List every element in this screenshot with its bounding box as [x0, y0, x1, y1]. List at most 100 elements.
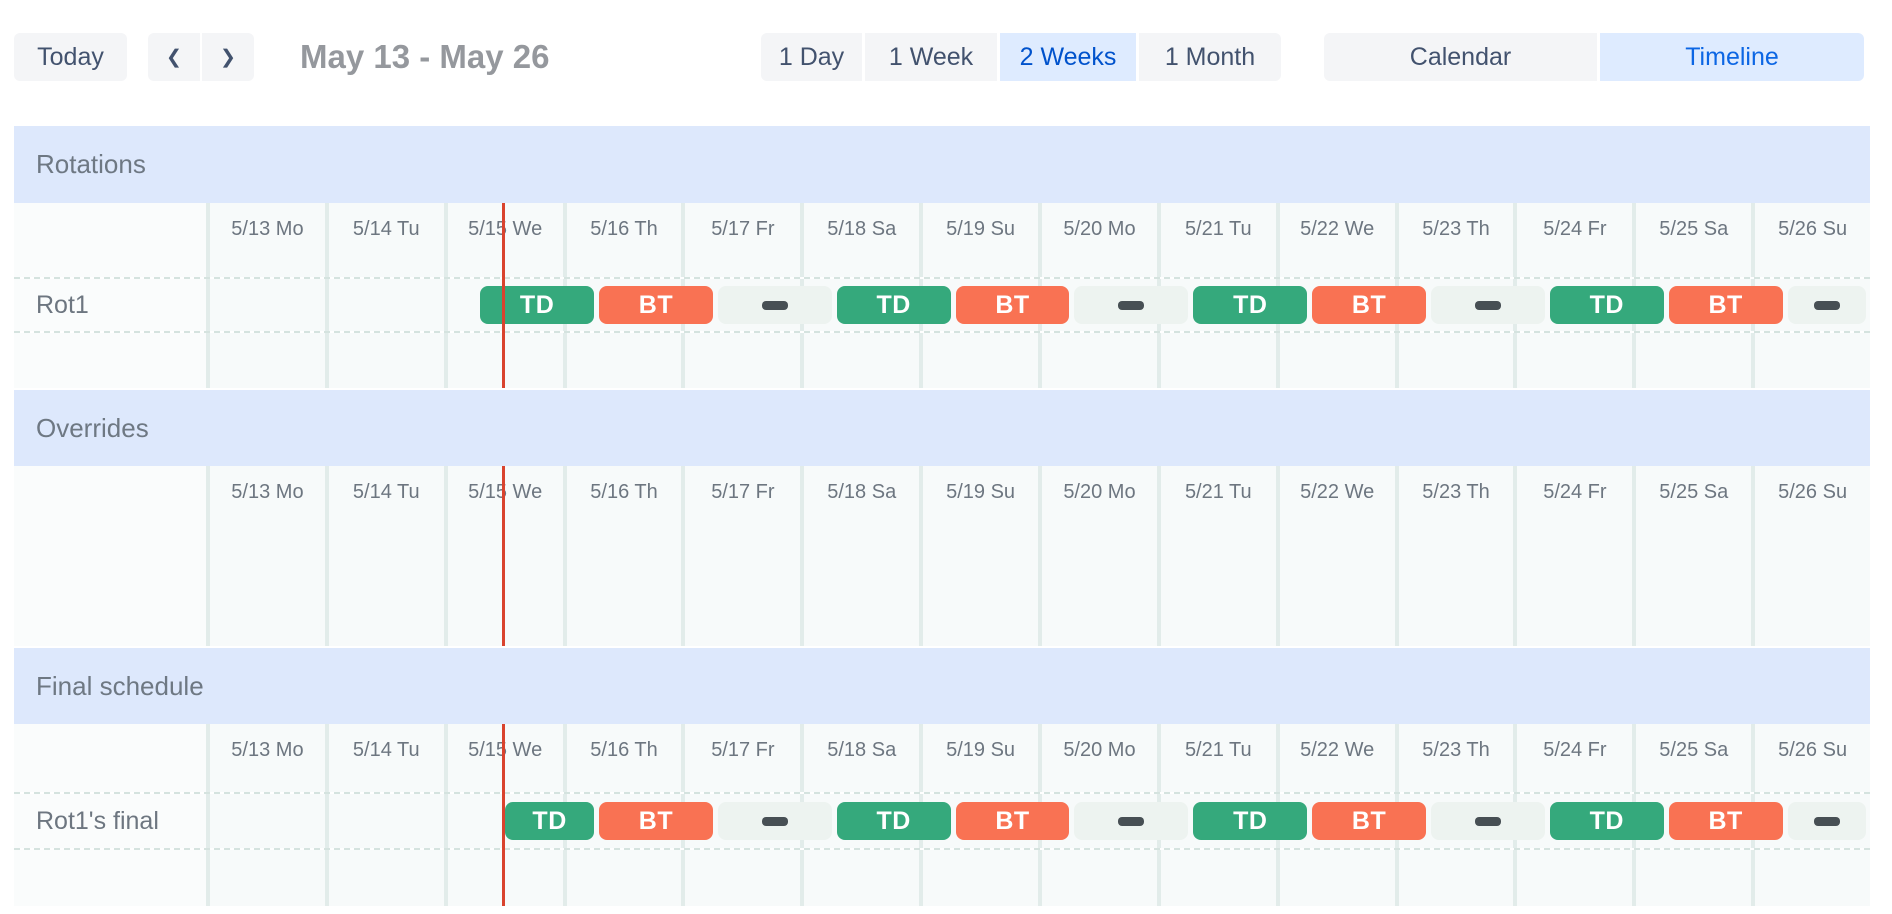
shift-block-td[interactable]: TD — [480, 286, 595, 324]
shift-block-bt[interactable]: BT — [1668, 802, 1783, 840]
section-header-rotations: Rotations — [14, 126, 1870, 203]
day-cell: 5/20 Mo — [1038, 203, 1157, 277]
shift-block-bt[interactable]: BT — [599, 286, 713, 324]
no-oncall-dash-icon — [761, 300, 788, 310]
gap-marker[interactable] — [1431, 286, 1545, 324]
day-label: 5/18 Sa — [827, 739, 897, 761]
day-cell: 5/16 Th — [562, 203, 682, 277]
day-label: 5/16 Th — [590, 739, 658, 761]
day-cell — [919, 333, 1039, 388]
no-oncall-dash-icon — [1813, 816, 1840, 826]
row-label-cell: Rot1 — [14, 279, 206, 331]
day-cell: 5/18 Sa — [800, 203, 920, 277]
day-label: 5/25 Sa — [1659, 739, 1729, 761]
day-label: 5/23 Th — [1422, 739, 1490, 761]
today-button[interactable]: Today — [14, 33, 127, 81]
day-cell: 5/18 Sa — [800, 466, 920, 646]
shift-block-bt[interactable]: BT — [1312, 286, 1427, 324]
day-cell: 5/20 Mo — [1038, 724, 1157, 792]
shift-block-bt[interactable]: BT — [1668, 286, 1783, 324]
shift-block-td[interactable]: TD — [1549, 286, 1664, 324]
day-cell: 5/16 Th — [562, 466, 682, 646]
view-range-1-week[interactable]: 1 Week — [865, 33, 997, 81]
day-cell: 5/13 Mo — [206, 466, 325, 646]
day-label: 5/25 Sa — [1659, 481, 1729, 503]
day-cell: 5/22 We — [1275, 724, 1395, 792]
day-cell — [1751, 333, 1871, 388]
day-cell — [206, 850, 325, 906]
chevron-left-icon: ❮ — [166, 46, 182, 68]
day-cell — [1632, 333, 1752, 388]
day-cell — [562, 850, 682, 906]
day-cell: 5/14 Tu — [324, 724, 444, 792]
section-gap — [14, 646, 1870, 648]
day-label: 5/20 Mo — [1063, 739, 1136, 761]
no-oncall-dash-icon — [1813, 300, 1840, 310]
shift-block-td[interactable]: TD — [836, 802, 951, 840]
shift-block-td[interactable]: TD — [505, 802, 595, 840]
no-oncall-dash-icon — [1118, 816, 1145, 826]
day-label: 5/13 Mo — [231, 218, 304, 240]
day-label: 5/21 Tu — [1184, 218, 1252, 240]
day-label: 5/25 Sa — [1659, 218, 1729, 240]
gap-marker[interactable] — [1431, 802, 1545, 840]
chevron-right-icon: ❯ — [220, 46, 236, 68]
mode-timeline[interactable]: Timeline — [1600, 33, 1864, 81]
shift-block-td[interactable]: TD — [1193, 286, 1308, 324]
day-cell: 5/23 Th — [1394, 203, 1514, 277]
day-cell — [324, 333, 444, 388]
gap-marker[interactable] — [717, 286, 832, 324]
day-cell: 5/26 Su — [1751, 724, 1871, 792]
row-label-cell: Rot1's final — [14, 794, 206, 848]
day-cell — [324, 279, 444, 331]
section-content-final-schedule: 5/13 Mo 5/14 Tu 5/15 We 5/16 Th 5/17 Fr 5/18 … — [14, 724, 1871, 906]
day-cell: 5/16 Th — [562, 724, 682, 792]
day-label: 5/26 Su — [1778, 739, 1848, 761]
gap-marker[interactable] — [1787, 802, 1866, 840]
shift-block-bt[interactable]: BT — [955, 286, 1070, 324]
day-cell: 5/14 Tu — [324, 203, 444, 277]
view-range-1-month[interactable]: 1 Month — [1139, 33, 1281, 81]
day-label: 5/26 Su — [1778, 481, 1848, 503]
gap-marker[interactable] — [717, 802, 832, 840]
day-cell: 5/21 Tu — [1156, 724, 1276, 792]
prev-arrow-button[interactable]: ❮ — [148, 33, 200, 81]
current-time-indicator — [501, 466, 505, 646]
shift-block-bt[interactable]: BT — [955, 802, 1070, 840]
no-oncall-dash-icon — [1474, 300, 1501, 310]
section-gap — [14, 388, 1870, 390]
day-cell — [681, 850, 801, 906]
gap-marker[interactable] — [1787, 286, 1866, 324]
day-cell: 5/21 Tu — [1156, 203, 1276, 277]
view-range-1-day[interactable]: 1 Day — [761, 33, 862, 81]
shift-block-bt[interactable]: BT — [599, 802, 713, 840]
section-title: Final schedule — [36, 670, 204, 701]
day-label: 5/24 Fr — [1543, 481, 1607, 503]
day-cell: 5/24 Fr — [1513, 724, 1633, 792]
day-cell: 5/17 Fr — [681, 466, 801, 646]
day-label: 5/14 Tu — [352, 739, 420, 761]
schedule-row: Rot1's final TD BT TD BT TD BT TD BT — [14, 792, 1871, 850]
day-cell: 5/14 Tu — [324, 466, 444, 646]
shift-block-bt[interactable]: BT — [1312, 802, 1427, 840]
shift-block-td[interactable]: TD — [836, 286, 951, 324]
mode-calendar[interactable]: Calendar — [1324, 33, 1597, 81]
shift-block-td[interactable]: TD — [1193, 802, 1308, 840]
day-cell: 5/26 Su — [1751, 466, 1871, 646]
day-cell: 5/18 Sa — [800, 724, 920, 792]
day-label: 5/23 Th — [1422, 218, 1490, 240]
gap-marker[interactable] — [1074, 802, 1189, 840]
gap-marker[interactable] — [1074, 286, 1189, 324]
date-header-row: 5/13 Mo 5/14 Tu 5/15 We 5/16 Th 5/17 Fr 5/18 … — [14, 203, 1871, 277]
view-range-2-weeks[interactable]: 2 Weeks — [1000, 33, 1136, 81]
day-cell — [206, 794, 325, 848]
day-label: 5/21 Tu — [1184, 481, 1252, 503]
schedule-row — [14, 333, 1871, 388]
next-arrow-button[interactable]: ❯ — [202, 33, 254, 81]
day-cell: 5/19 Su — [919, 466, 1039, 646]
row-label-cell — [14, 724, 206, 792]
section-title: Overrides — [36, 412, 149, 443]
day-cell: 5/25 Sa — [1632, 466, 1752, 646]
shift-block-td[interactable]: TD — [1549, 802, 1664, 840]
section-content-overrides: 5/13 Mo 5/14 Tu 5/15 We 5/16 Th 5/17 Fr 5/18 … — [14, 466, 1871, 646]
